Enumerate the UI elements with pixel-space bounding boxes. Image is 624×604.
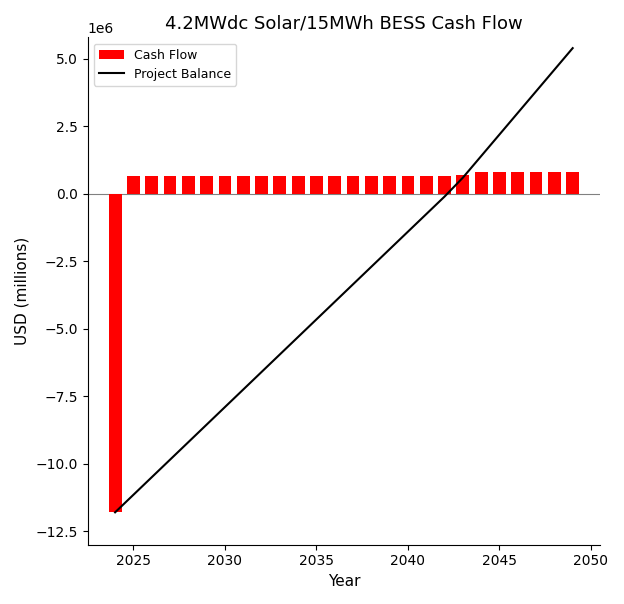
Project Balance bbox=[258, 368, 265, 376]
X-axis label: Year: Year bbox=[328, 574, 360, 589]
Bar bbox=[182, 176, 195, 194]
Project Balance bbox=[111, 509, 119, 516]
Project Balance bbox=[221, 403, 228, 411]
Project Balance bbox=[441, 193, 448, 200]
Bar bbox=[475, 172, 487, 194]
Project Balance bbox=[166, 456, 173, 463]
Project Balance bbox=[495, 131, 503, 138]
Project Balance bbox=[477, 152, 485, 159]
Bar bbox=[145, 176, 158, 194]
Bar bbox=[292, 176, 305, 194]
Y-axis label: USD (millions): USD (millions) bbox=[15, 237, 30, 345]
Project Balance bbox=[550, 66, 558, 73]
Project Balance bbox=[532, 88, 540, 95]
Project Balance bbox=[459, 174, 467, 181]
Project Balance bbox=[185, 439, 192, 446]
Project Balance bbox=[276, 351, 283, 358]
Bar bbox=[548, 172, 561, 194]
Project Balance bbox=[130, 491, 137, 498]
Bar bbox=[383, 176, 396, 194]
Bar bbox=[511, 172, 524, 194]
Project Balance bbox=[313, 316, 320, 323]
Project Balance bbox=[240, 386, 247, 393]
Bar bbox=[109, 194, 122, 512]
Bar bbox=[365, 176, 378, 194]
Project Balance bbox=[569, 45, 577, 52]
Legend: Cash Flow, Project Balance: Cash Flow, Project Balance bbox=[94, 43, 236, 86]
Project Balance bbox=[422, 210, 430, 217]
Bar bbox=[200, 176, 213, 194]
Project Balance bbox=[404, 228, 412, 236]
Bar bbox=[328, 176, 341, 194]
Bar bbox=[420, 176, 432, 194]
Bar bbox=[402, 176, 414, 194]
Project Balance bbox=[386, 246, 393, 253]
Bar bbox=[218, 176, 232, 194]
Project Balance bbox=[295, 333, 302, 341]
Bar bbox=[237, 176, 250, 194]
Title: 4.2MWdc Solar/15MWh BESS Cash Flow: 4.2MWdc Solar/15MWh BESS Cash Flow bbox=[165, 15, 523, 33]
Line: Project Balance: Project Balance bbox=[115, 48, 573, 512]
Project Balance bbox=[331, 298, 338, 306]
Project Balance bbox=[514, 109, 522, 117]
Bar bbox=[347, 176, 359, 194]
Bar bbox=[127, 176, 140, 194]
Bar bbox=[566, 172, 579, 194]
Project Balance bbox=[368, 263, 375, 271]
Bar bbox=[255, 176, 268, 194]
Bar bbox=[438, 176, 451, 194]
Project Balance bbox=[203, 421, 210, 428]
Bar bbox=[310, 176, 323, 194]
Bar bbox=[530, 172, 542, 194]
Bar bbox=[163, 176, 177, 194]
Project Balance bbox=[148, 474, 155, 481]
Project Balance bbox=[349, 281, 357, 288]
Bar bbox=[457, 175, 469, 194]
Bar bbox=[273, 176, 286, 194]
Bar bbox=[493, 172, 506, 194]
